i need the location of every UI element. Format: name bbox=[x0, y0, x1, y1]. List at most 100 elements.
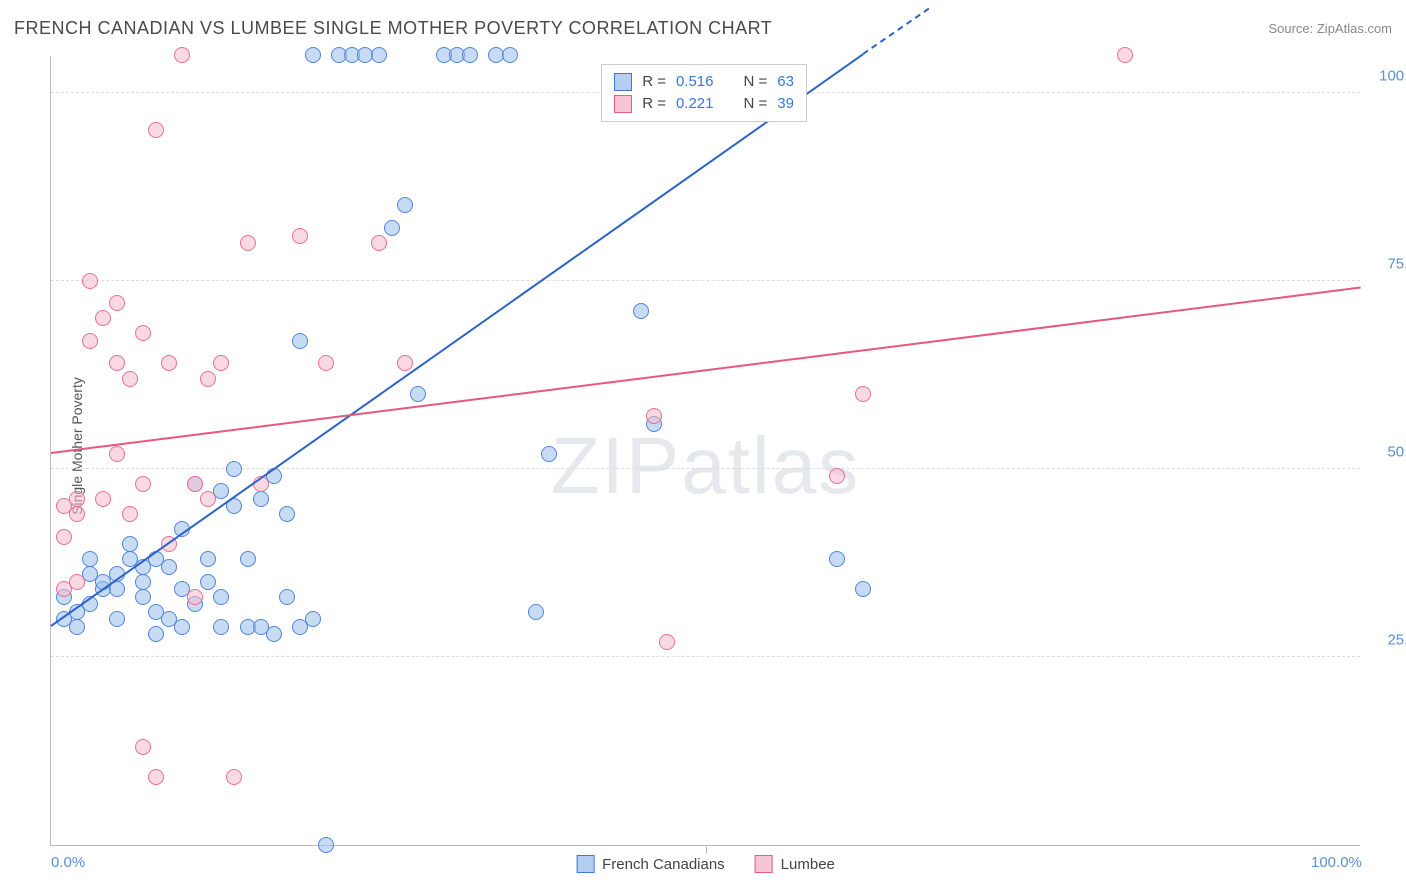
scatter-point bbox=[397, 355, 413, 371]
scatter-point bbox=[292, 228, 308, 244]
scatter-point bbox=[829, 551, 845, 567]
scatter-point bbox=[502, 47, 518, 63]
n-label: N = bbox=[744, 73, 768, 90]
scatter-point bbox=[56, 529, 72, 545]
scatter-point bbox=[371, 47, 387, 63]
scatter-point bbox=[95, 310, 111, 326]
scatter-point bbox=[161, 355, 177, 371]
scatter-point bbox=[109, 611, 125, 627]
scatter-point bbox=[292, 333, 308, 349]
scatter-point bbox=[187, 589, 203, 605]
scatter-point bbox=[174, 619, 190, 635]
r-value: 0.221 bbox=[676, 95, 714, 112]
scatter-point bbox=[541, 446, 557, 462]
scatter-point bbox=[279, 589, 295, 605]
scatter-point bbox=[135, 476, 151, 492]
scatter-point bbox=[122, 371, 138, 387]
scatter-point bbox=[462, 47, 478, 63]
scatter-point bbox=[226, 769, 242, 785]
scatter-point bbox=[829, 468, 845, 484]
scatter-point bbox=[240, 235, 256, 251]
scatter-point bbox=[318, 837, 334, 853]
correlation-legend: R = 0.516 N = 63R = 0.221 N = 39 bbox=[601, 64, 807, 122]
y-tick-label: 100.0% bbox=[1370, 67, 1406, 84]
r-value: 0.516 bbox=[676, 73, 714, 90]
scatter-point bbox=[305, 611, 321, 627]
scatter-point bbox=[122, 536, 138, 552]
gridline bbox=[51, 280, 1360, 281]
chart-title: FRENCH CANADIAN VS LUMBEE SINGLE MOTHER … bbox=[14, 18, 772, 39]
scatter-point bbox=[371, 235, 387, 251]
scatter-point bbox=[659, 634, 675, 650]
legend-swatch bbox=[614, 95, 632, 113]
scatter-point bbox=[69, 574, 85, 590]
x-tick-mark bbox=[706, 845, 707, 853]
trend-line bbox=[50, 53, 863, 626]
r-label: R = bbox=[642, 73, 666, 90]
legend-item: Lumbee bbox=[755, 855, 835, 873]
scatter-point bbox=[855, 581, 871, 597]
scatter-point bbox=[82, 551, 98, 567]
scatter-point bbox=[213, 589, 229, 605]
scatter-point bbox=[109, 446, 125, 462]
scatter-point bbox=[82, 333, 98, 349]
scatter-point bbox=[528, 604, 544, 620]
scatter-point bbox=[109, 355, 125, 371]
scatter-point bbox=[95, 491, 111, 507]
scatter-point bbox=[200, 491, 216, 507]
scatter-point bbox=[148, 769, 164, 785]
legend-item: French Canadians bbox=[576, 855, 725, 873]
scatter-point bbox=[148, 122, 164, 138]
scatter-point bbox=[279, 506, 295, 522]
scatter-point bbox=[161, 559, 177, 575]
scatter-point bbox=[240, 551, 256, 567]
scatter-point bbox=[410, 386, 426, 402]
scatter-point bbox=[266, 626, 282, 642]
scatter-point bbox=[109, 295, 125, 311]
trend-line bbox=[51, 286, 1361, 454]
source-label: Source: ZipAtlas.com bbox=[1268, 21, 1392, 36]
chart-header: FRENCH CANADIAN VS LUMBEE SINGLE MOTHER … bbox=[14, 18, 1392, 39]
scatter-point bbox=[200, 371, 216, 387]
y-tick-label: 75.0% bbox=[1370, 255, 1406, 272]
scatter-point bbox=[200, 551, 216, 567]
y-tick-label: 50.0% bbox=[1370, 443, 1406, 460]
x-tick-label: 100.0% bbox=[1311, 854, 1362, 871]
n-value: 39 bbox=[777, 95, 794, 112]
scatter-point bbox=[82, 273, 98, 289]
scatter-point bbox=[1117, 47, 1133, 63]
scatter-point bbox=[69, 506, 85, 522]
scatter-point bbox=[633, 303, 649, 319]
scatter-point bbox=[200, 574, 216, 590]
scatter-point bbox=[305, 47, 321, 63]
legend-label: Lumbee bbox=[781, 856, 835, 873]
scatter-point bbox=[253, 491, 269, 507]
scatter-point bbox=[135, 574, 151, 590]
scatter-point bbox=[148, 626, 164, 642]
scatter-point bbox=[174, 47, 190, 63]
scatter-point bbox=[384, 220, 400, 236]
scatter-point bbox=[646, 408, 662, 424]
scatter-point bbox=[187, 476, 203, 492]
scatter-point bbox=[135, 589, 151, 605]
legend-row: R = 0.516 N = 63 bbox=[614, 71, 794, 93]
chart-plot-area: ZIPatlas 25.0%50.0%75.0%100.0%0.0%100.0%… bbox=[50, 56, 1360, 846]
legend-swatch bbox=[755, 855, 773, 873]
y-tick-label: 25.0% bbox=[1370, 631, 1406, 648]
scatter-point bbox=[318, 355, 334, 371]
legend-swatch bbox=[576, 855, 594, 873]
scatter-point bbox=[135, 325, 151, 341]
n-label: N = bbox=[744, 95, 768, 112]
scatter-point bbox=[226, 461, 242, 477]
scatter-point bbox=[397, 197, 413, 213]
scatter-point bbox=[69, 619, 85, 635]
watermark: ZIPatlas bbox=[551, 420, 860, 512]
n-value: 63 bbox=[777, 73, 794, 90]
scatter-point bbox=[135, 739, 151, 755]
scatter-point bbox=[213, 355, 229, 371]
gridline bbox=[51, 656, 1360, 657]
scatter-point bbox=[213, 619, 229, 635]
scatter-point bbox=[855, 386, 871, 402]
legend-row: R =0.221N =39 bbox=[614, 93, 794, 115]
legend-label: French Canadians bbox=[602, 856, 725, 873]
